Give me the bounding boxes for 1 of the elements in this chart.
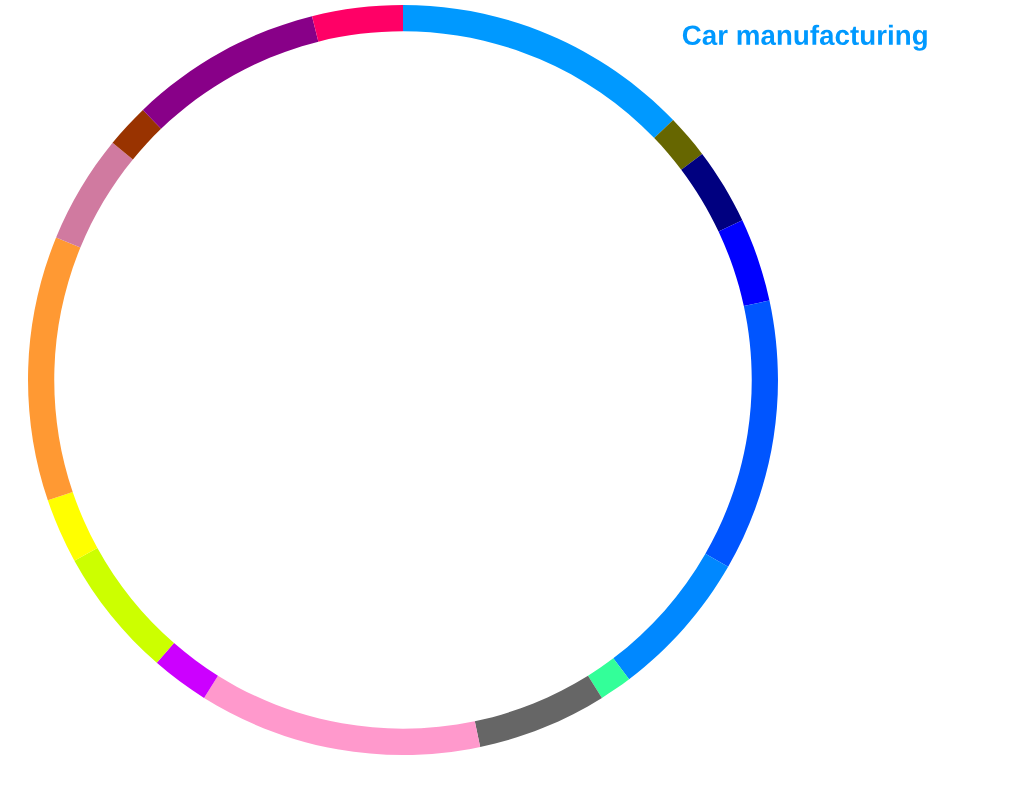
slice-label: Car manufacturing bbox=[682, 24, 927, 51]
